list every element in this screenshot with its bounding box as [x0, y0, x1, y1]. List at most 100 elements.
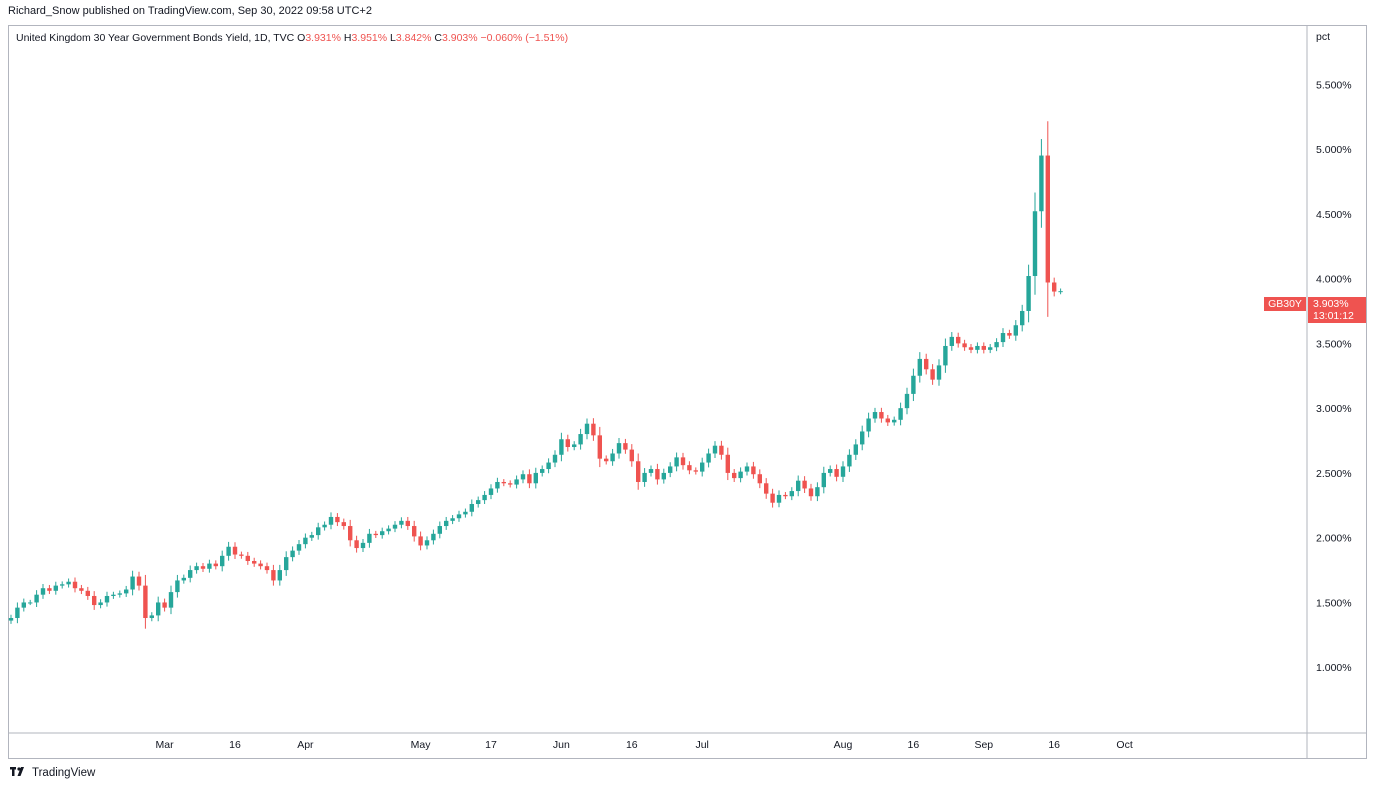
candle-body[interactable] — [911, 375, 916, 394]
candle-body[interactable] — [680, 457, 686, 466]
candle-body[interactable] — [712, 445, 718, 454]
candle-body[interactable] — [930, 369, 935, 380]
candle-body[interactable] — [21, 602, 26, 608]
candle-body[interactable] — [757, 474, 762, 484]
candle-body[interactable] — [136, 576, 142, 586]
candle-body[interactable] — [847, 454, 852, 467]
candle-body[interactable] — [264, 566, 270, 571]
candle-body[interactable] — [405, 520, 410, 527]
candle-body[interactable] — [1052, 282, 1057, 292]
candle-body[interactable] — [85, 590, 90, 596]
candle-body[interactable] — [629, 449, 634, 462]
candle-body[interactable] — [72, 581, 78, 589]
candle-body[interactable] — [994, 342, 999, 348]
candle-body[interactable] — [309, 535, 314, 538]
candle-body[interactable] — [834, 469, 839, 477]
candle-body[interactable] — [725, 454, 730, 473]
candle-body[interactable] — [527, 474, 532, 484]
candle-body[interactable] — [188, 570, 193, 578]
candle-body[interactable] — [559, 439, 564, 455]
candle-body[interactable] — [1045, 155, 1050, 283]
candle-body[interactable] — [962, 343, 967, 348]
candle-body[interactable] — [15, 607, 20, 619]
candle-body[interactable] — [738, 471, 743, 479]
candle-body[interactable] — [156, 602, 161, 616]
candle-body[interactable] — [802, 480, 807, 489]
candle-body[interactable] — [168, 592, 174, 608]
candle-body[interactable] — [354, 540, 359, 549]
candle-body[interactable] — [981, 345, 986, 350]
candle-body[interactable] — [258, 563, 263, 567]
candle-body[interactable] — [508, 483, 513, 485]
candle-body[interactable] — [789, 491, 794, 497]
candle-body[interactable] — [450, 518, 455, 521]
candle-body[interactable] — [904, 393, 910, 409]
candle-body[interactable] — [8, 618, 14, 621]
candle-body[interactable] — [367, 533, 372, 543]
candle-body[interactable] — [111, 594, 116, 596]
candle-body[interactable] — [418, 536, 423, 546]
candle-body[interactable] — [604, 458, 609, 462]
candle-body[interactable] — [463, 511, 468, 515]
candle-body[interactable] — [642, 472, 647, 482]
candle-body[interactable] — [437, 526, 442, 534]
candle-body[interactable] — [303, 537, 308, 545]
candle-body[interactable] — [501, 481, 506, 484]
candle-body[interactable] — [533, 472, 538, 484]
candle-body[interactable] — [578, 434, 583, 445]
candle-body[interactable] — [47, 588, 52, 591]
candle-body[interactable] — [482, 494, 487, 501]
candle-body[interactable] — [200, 566, 206, 569]
candle-body[interactable] — [335, 516, 340, 523]
candle-body[interactable] — [456, 514, 462, 519]
candle-body[interactable] — [469, 504, 474, 512]
candle-body[interactable] — [1000, 333, 1006, 343]
candle-body[interactable] — [380, 531, 385, 536]
candle-body[interactable] — [220, 555, 225, 567]
candle-body[interactable] — [424, 540, 430, 546]
candle-body[interactable] — [623, 443, 628, 450]
candle-body[interactable] — [917, 358, 922, 376]
candle-body[interactable] — [520, 474, 526, 480]
candle-body[interactable] — [808, 488, 814, 497]
candle-body[interactable] — [28, 602, 33, 604]
candle-body[interactable] — [968, 347, 974, 350]
candle-body[interactable] — [34, 594, 39, 603]
candle-body[interactable] — [252, 561, 257, 564]
candle-body[interactable] — [143, 585, 148, 619]
candle-body[interactable] — [341, 522, 346, 527]
candle-body[interactable] — [162, 602, 167, 608]
candle-body[interactable] — [597, 435, 602, 459]
candle-body[interactable] — [194, 566, 199, 571]
candle-body[interactable] — [149, 615, 154, 619]
candle-body[interactable] — [552, 454, 558, 463]
candle-body[interactable] — [840, 466, 846, 477]
candle-body[interactable] — [898, 408, 903, 420]
candle-body[interactable] — [636, 461, 641, 482]
candle-body[interactable] — [610, 453, 615, 462]
candle-body[interactable] — [1039, 155, 1044, 212]
candle-body[interactable] — [328, 516, 334, 525]
candle-body[interactable] — [783, 494, 788, 497]
candle-body[interactable] — [373, 533, 378, 536]
candle-body[interactable] — [661, 472, 666, 480]
candle-body[interactable] — [514, 479, 519, 485]
candle-body[interactable] — [732, 472, 737, 479]
candle-body[interactable] — [853, 444, 858, 455]
candle-body[interactable] — [975, 345, 980, 350]
candle-body[interactable] — [719, 445, 724, 455]
candle-body[interactable] — [124, 589, 129, 594]
candle-body[interactable] — [956, 336, 961, 344]
candle-body[interactable] — [668, 466, 673, 473]
candle-body[interactable] — [584, 423, 590, 435]
footer-brand[interactable]: TradingView — [10, 766, 95, 780]
candle-body[interactable] — [988, 347, 993, 350]
candle-body[interactable] — [412, 526, 417, 537]
candle-body[interactable] — [392, 524, 398, 529]
candle-body[interactable] — [348, 526, 353, 541]
candle-body[interactable] — [860, 431, 865, 445]
candle-body[interactable] — [130, 576, 135, 590]
candle-body[interactable] — [866, 418, 871, 432]
candle-body[interactable] — [277, 570, 282, 581]
